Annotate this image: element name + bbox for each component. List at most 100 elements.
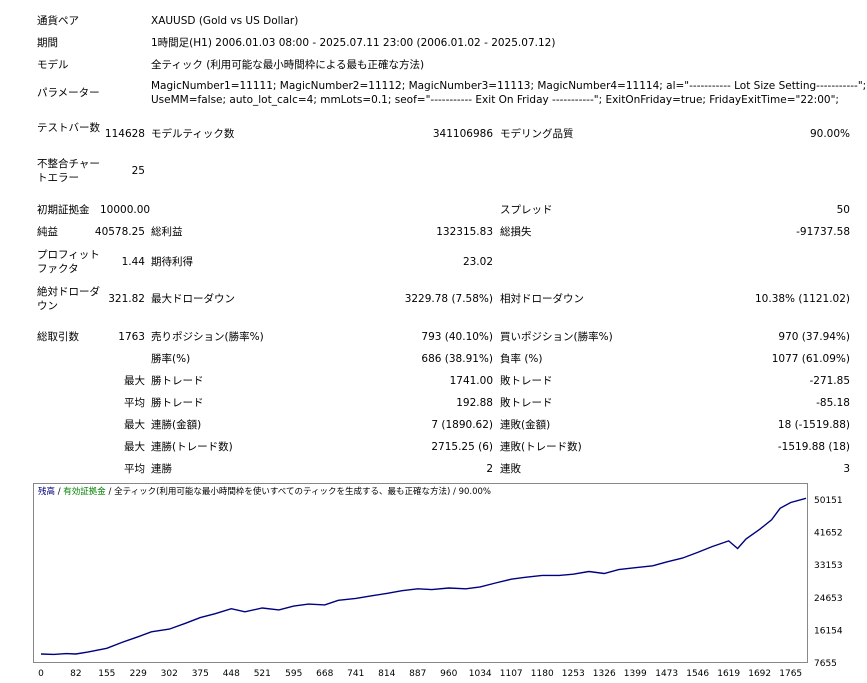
long-positions-value: 970 (37.94%) [778,331,850,343]
x-tick-label: 1546 [686,669,709,679]
x-tick-label: 1034 [469,669,492,679]
x-tick-label: 887 [409,669,426,679]
mismatched-errors-value: 25 [131,165,145,177]
absolute-drawdown-value: 321.82 [108,293,145,305]
bars-in-test-value: 114628 [104,128,145,140]
x-tick-label: 521 [254,669,271,679]
x-tick-label: 1692 [748,669,771,679]
gross-loss-value: -91737.58 [796,226,850,238]
ticks-modelled-value: 341106986 [432,128,493,140]
chart-header-quality: 90.00% [458,487,491,497]
symbol-value: XAUUSD (Gold vs US Dollar) [151,15,299,27]
initial-deposit-value: 10000.00 [100,204,151,216]
x-tick-label: 668 [316,669,333,679]
average-profit-trade-label: 勝トレード [151,397,204,409]
bars-in-test-label: テストバー数 [37,122,100,134]
largest-loss-trade-value: -271.85 [809,375,850,387]
avg-consec-wins-label: 連勝 [151,463,172,475]
profit-factor-label: プロフィットファクタ [37,249,100,275]
model-label: モデル [37,59,69,71]
x-tick-label: 229 [130,669,147,679]
maximal-drawdown-value: 3229.78 (7.58%) [404,293,493,305]
largest-profit-trade-value: 1741.00 [449,375,493,387]
avg-label: 平均 [124,463,145,475]
chart-header-balance: 残高 [38,487,56,497]
long-positions-label: 買いポジション(勝率%) [500,331,613,343]
max-consec-loss-label: 連敗(トレード数) [500,441,582,453]
x-tick-label: 1107 [500,669,523,679]
average-loss-trade-value: -85.18 [816,397,850,409]
chart-header-sep2: / [108,487,112,497]
max-consec-profit-label: 連勝(トレード数) [151,441,233,453]
x-tick-label: 1253 [562,669,585,679]
balance-chart: 残高 / 有効証拠金 / 全ティック(利用可能な最小時間枠を使いすべてのティック… [33,483,808,663]
y-tick-label: 16154 [814,626,843,636]
total-trades-label: 総取引数 [37,331,79,343]
maximal-drawdown-label: 最大ドローダウン [151,293,235,305]
gross-profit-value: 132315.83 [436,226,493,238]
average-label: 平均 [124,397,145,409]
profit-trades-label: 勝率(%) [151,353,191,365]
average-profit-trade-value: 192.88 [456,397,493,409]
total-net-profit-label: 純益 [37,226,58,238]
gross-profit-label: 総利益 [151,226,183,238]
chart-header-equity: 有効証拠金 [63,487,106,497]
short-positions-label: 売りポジション(勝率%) [151,331,264,343]
x-tick-label: 82 [70,669,81,679]
modelling-quality-label: モデリング品質 [500,128,574,140]
initial-deposit-label: 初期証拠金 [37,204,90,216]
ticks-modelled-label: モデルティック数 [151,128,235,140]
symbol-label: 通貨ペア [37,15,79,27]
relative-drawdown-label: 相対ドローダウン [500,293,584,305]
relative-drawdown-value: 10.38% (1121.02) [755,293,850,305]
x-tick-label: 1765 [779,669,802,679]
parameters-label: パラメーター [37,87,100,99]
avg-consec-losses-value: 3 [843,463,850,475]
x-tick-label: 155 [98,669,115,679]
total-trades-value: 1763 [118,331,145,343]
avg-consec-wins-value: 2 [486,463,493,475]
mismatched-errors-label: 不整合チャートエラー [37,158,100,184]
x-tick-label: 1180 [531,669,554,679]
chart-header-sep1: / [57,487,61,497]
balance-line [40,497,807,656]
model-value: 全ティック (利用可能な最小時間枠による最も正確な方法) [151,59,425,71]
chart-header: 残高 / 有効証拠金 / 全ティック(利用可能な最小時間枠を使いすべてのティック… [38,487,491,498]
y-tick-label: 7655 [814,659,837,669]
max-consec-losses-value: 18 (-1519.88) [777,419,850,431]
loss-trades-label: 負率 (%) [500,353,543,365]
x-tick-label: 302 [161,669,178,679]
gross-loss-label: 総損失 [500,226,532,238]
spread-label: スプレッド [500,204,553,216]
x-tick-label: 375 [192,669,209,679]
modelling-quality-value: 90.00% [809,128,850,140]
period-value: 1時間足(H1) 2006.01.03 08:00 - 2025.07.11 2… [151,37,556,49]
largest-profit-trade-label: 勝トレード [151,375,204,387]
maximal-label: 最大 [124,441,145,453]
average-loss-trade-label: 敗トレード [500,397,553,409]
spread-value: 50 [836,204,850,216]
y-tick-label: 41652 [814,529,843,539]
expected-payoff-label: 期待利得 [151,256,193,268]
max-consec-loss-value: -1519.88 (18) [777,441,850,453]
max-consec-wins-label: 連勝(金額) [151,419,202,431]
x-tick-label: 595 [285,669,302,679]
x-tick-label: 741 [347,669,364,679]
chart-header-model: 全ティック(利用可能な最小時間枠を使いすべてのティックを生成する、最も正確な方法… [114,487,451,497]
x-tick-label: 0 [38,669,44,679]
x-tick-label: 1399 [624,669,647,679]
absolute-drawdown-label: 絶対ドローダウン [37,286,100,312]
max-consec-wins-value: 7 (1890.62) [431,419,493,431]
total-net-profit-value: 40578.25 [94,226,145,238]
profit-trades-value: 686 (38.91%) [421,353,493,365]
x-tick-label: 448 [223,669,240,679]
maximum-label: 最大 [124,419,145,431]
avg-consec-losses-label: 連敗 [500,463,521,475]
expected-payoff-value: 23.02 [462,256,493,268]
x-tick-label: 814 [378,669,395,679]
max-consec-losses-label: 連敗(金額) [500,419,551,431]
profit-factor-value: 1.44 [121,256,145,268]
parameters-value-line1: MagicNumber1=11111; MagicNumber2=11112; … [151,80,867,92]
short-positions-value: 793 (40.10%) [421,331,493,343]
